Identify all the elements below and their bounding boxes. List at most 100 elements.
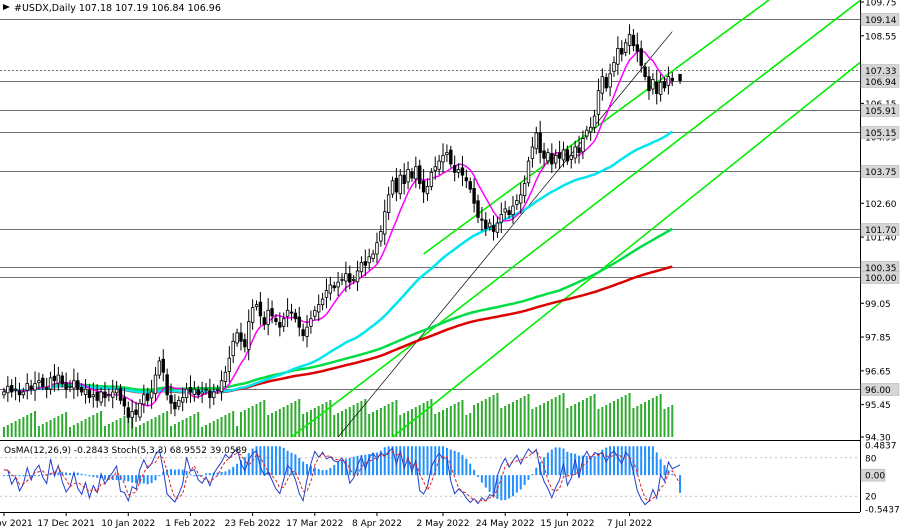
candle-body: [95, 391, 99, 401]
osma-bar: [224, 471, 227, 476]
candle-body: [639, 48, 643, 66]
candle-body: [13, 388, 18, 391]
candle-body: [239, 332, 243, 342]
candle-body: [623, 42, 628, 53]
candle-body: [414, 166, 418, 180]
volume-bar: [465, 415, 468, 437]
volume-bar: [177, 422, 180, 437]
osma-bar: [30, 475, 33, 477]
volume-bar: [263, 400, 266, 437]
candle-body: [635, 44, 640, 52]
candle-body: [348, 273, 352, 283]
volume-bar: [26, 415, 29, 437]
volume-bar: [632, 408, 635, 437]
volume-bar: [115, 420, 118, 437]
candle-body: [99, 391, 103, 403]
candle-body: [72, 380, 76, 389]
candle-body: [79, 387, 84, 393]
volume-bar: [663, 409, 666, 437]
candle-body: [60, 375, 64, 384]
volume-bar: [613, 401, 615, 437]
candle-body: [285, 309, 290, 317]
volume-bar: [387, 404, 390, 437]
osc-tick-label: -0.5437: [865, 506, 900, 516]
candle-body: [550, 153, 554, 165]
candle-body: [52, 375, 57, 382]
candle-body: [367, 256, 371, 264]
osma-bar: [14, 475, 17, 477]
osma-bar: [220, 472, 223, 476]
volume-bar: [438, 412, 441, 437]
osma-bar: [391, 446, 394, 476]
volume-bar: [488, 397, 491, 437]
volume-bar: [636, 406, 639, 437]
candle-body: [577, 147, 581, 154]
osma-bar: [554, 447, 557, 476]
osma-bar: [259, 446, 262, 476]
stoch-signal-line: [3, 450, 681, 503]
level-label: 105.91: [865, 107, 897, 117]
candle-body: [627, 33, 632, 46]
osma-bar: [255, 446, 258, 476]
volume-bar: [620, 397, 623, 437]
volume-bar: [216, 419, 219, 437]
date-label: 24 May 2022: [476, 519, 535, 529]
candle-body: [289, 311, 294, 314]
candle-body: [487, 222, 492, 228]
candle-body: [425, 186, 430, 195]
volume-bar: [298, 399, 301, 437]
candle-body: [91, 394, 96, 398]
candle-body: [122, 397, 127, 407]
candle-body: [118, 387, 123, 401]
candle-body: [499, 214, 504, 223]
candle-body: [114, 388, 119, 394]
osma-bar: [360, 455, 363, 476]
osma-bar: [508, 475, 511, 499]
volume-bar: [480, 401, 483, 437]
volume-bar: [348, 407, 351, 437]
osma-bar: [150, 475, 153, 484]
candle-body: [519, 194, 523, 204]
osma-bar: [146, 475, 149, 485]
oscillator-label: OsMA(12,26,9) -0.2843 Stoch(5,3,3) 68.95…: [4, 446, 247, 456]
osma-bar: [574, 453, 577, 476]
osma-bar: [422, 446, 425, 476]
candle-body: [421, 180, 426, 193]
candle-body: [107, 394, 111, 397]
level-label: 100.00: [865, 274, 897, 284]
candle-body: [340, 278, 344, 281]
candle-body: [449, 149, 453, 165]
volume-bar: [321, 404, 324, 437]
osma-bar: [189, 474, 192, 476]
osma-bar: [243, 457, 246, 476]
osma-bar: [232, 466, 235, 476]
volume-bar: [181, 420, 184, 437]
volume-bar: [414, 407, 417, 437]
osma-bar: [271, 446, 274, 476]
candle-body: [212, 391, 216, 398]
candle-body: [612, 62, 616, 72]
candle-body: [227, 357, 232, 372]
volume-bar: [208, 423, 211, 437]
expand-icon[interactable]: [3, 4, 10, 10]
candle-body: [293, 312, 298, 320]
price-tick-label: 102.60: [865, 200, 897, 210]
osma-bar: [313, 467, 316, 476]
volume-bar: [41, 424, 44, 437]
osma-bar: [115, 475, 118, 480]
volume-bar: [197, 412, 200, 437]
osma-bar: [515, 475, 518, 493]
osma-bar: [647, 446, 650, 476]
candle-body: [161, 358, 165, 373]
osma-bar: [205, 473, 207, 476]
level-label-box: [860, 383, 900, 396]
candle-body: [546, 152, 550, 162]
osma-bar: [306, 464, 309, 476]
candle-body: [204, 388, 208, 391]
volume-bar: [255, 404, 258, 437]
volume-bar: [655, 396, 658, 437]
volume-bar: [383, 406, 386, 437]
date-label: 10 Jan 2022: [101, 519, 155, 529]
volume-bar: [6, 425, 9, 437]
